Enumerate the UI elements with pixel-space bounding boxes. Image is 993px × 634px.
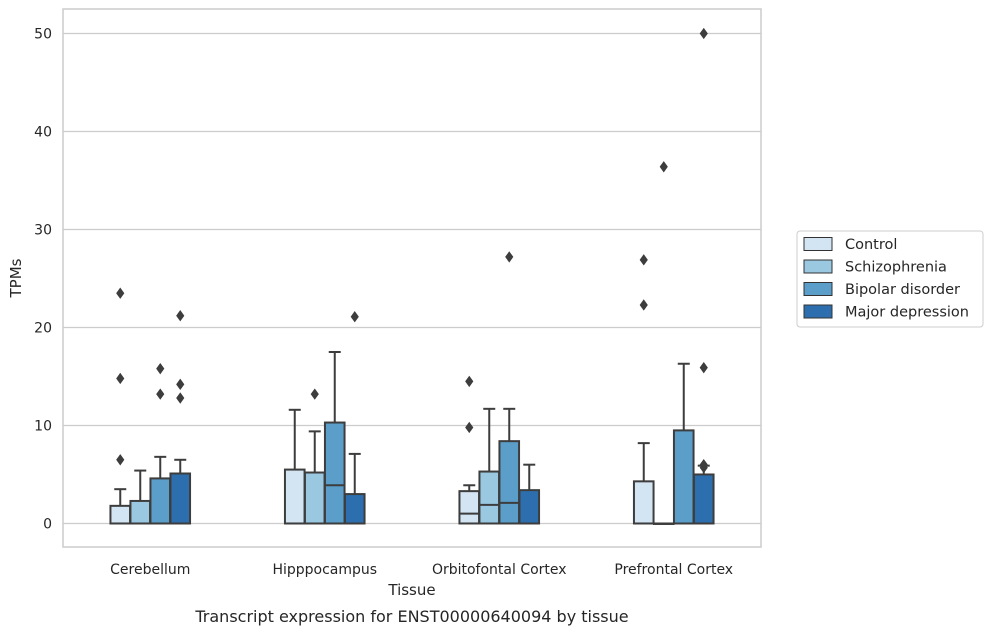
grid-lines <box>63 32 761 525</box>
legend-label-1: Schizophrenia <box>845 260 947 276</box>
outlier-point-0 <box>639 299 648 311</box>
outlier-point-0 <box>310 388 319 400</box>
box <box>129 499 152 525</box>
outlier-point-0 <box>505 251 514 263</box>
box <box>672 429 695 525</box>
y-axis-title: TPMs <box>7 258 25 298</box>
outlier-point-0 <box>176 392 185 404</box>
x-axis-ticks: Cerebellum Hipppocampus Orbitofontal Corte… <box>110 562 733 578</box>
outlier-point-1 <box>465 375 474 388</box>
outlier-point-2 <box>699 361 708 374</box>
box-group-2-3 <box>672 362 695 525</box>
box-group-0-1 <box>283 408 306 525</box>
box <box>632 480 655 525</box>
box-group-3-2 <box>518 463 541 525</box>
box-group-1-1 <box>303 388 326 525</box>
x-tick-label-3: Prefrontal Cortex <box>614 562 733 578</box>
y-tick-label-50: 50 <box>34 26 52 42</box>
box <box>498 440 521 525</box>
legend-label-0: Control <box>845 237 897 253</box>
box-group-0-2 <box>458 375 481 525</box>
outlier-point-1 <box>639 254 648 266</box>
outlier-point-0 <box>156 388 165 400</box>
y-tick-label-30: 30 <box>34 222 52 238</box>
outlier-point-1 <box>699 458 708 471</box>
box-group-0-3 <box>632 254 655 525</box>
box <box>692 473 715 525</box>
y-tick-label-20: 20 <box>34 320 52 336</box>
box-group-3-3 <box>692 27 715 525</box>
chart-caption: Transcript expression for ENST0000064009… <box>194 607 628 626</box>
box <box>518 489 541 525</box>
box <box>458 490 481 525</box>
outlier-point-0 <box>350 311 359 323</box>
legend-swatch-1 <box>803 259 833 274</box>
box-plot-marks <box>109 27 715 525</box>
y-axis-ticks: 0 10 20 30 40 50 <box>34 26 52 532</box>
box-group-3-0 <box>169 310 192 525</box>
box <box>149 477 172 525</box>
x-axis-title: Tissue <box>387 581 435 599</box>
box <box>323 421 346 525</box>
outlier-point-0 <box>116 454 125 466</box>
outlier-point-1 <box>116 372 125 385</box>
legend-swatch-2 <box>803 282 833 296</box>
outlier-point-2 <box>176 310 185 322</box>
box <box>283 468 306 525</box>
legend-label-2: Bipolar disorder <box>845 282 960 298</box>
x-tick-label-0: Cerebellum <box>110 562 190 578</box>
box-group-2-2 <box>498 251 521 525</box>
y-tick-label-10: 10 <box>34 418 52 434</box>
box <box>169 472 192 525</box>
outlier-point-0 <box>465 421 474 434</box>
legend: Control Schizophrenia Bipolar disorder Majo… <box>796 230 984 328</box>
outlier-point-0 <box>659 161 668 173</box>
legend-swatch-3 <box>803 304 833 319</box>
legend-label-3: Major depression <box>845 305 969 321</box>
box-group-1-2 <box>478 407 501 525</box>
legend-swatch-0 <box>803 237 833 251</box>
outlier-point-3 <box>699 27 708 40</box>
plot-frame <box>62 8 762 548</box>
box <box>343 493 366 525</box>
x-tick-label-1: Hipppocampus <box>272 562 377 578</box>
box <box>109 504 132 525</box>
box-group-2-0 <box>149 362 172 525</box>
box-group-1-3 <box>652 161 675 525</box>
box-group-2-1 <box>323 350 346 525</box>
outlier-point-1 <box>156 362 165 375</box>
outlier-point-2 <box>116 287 125 299</box>
box-group-3-1 <box>343 311 366 525</box>
y-tick-label-40: 40 <box>34 124 52 140</box>
box <box>478 470 501 525</box>
x-tick-label-2: Orbitofontal Cortex <box>432 562 567 578</box>
legend-frame <box>796 230 984 328</box>
box-group-1-0 <box>129 469 152 525</box>
box-group-0-0 <box>109 287 132 525</box>
box <box>303 471 326 525</box>
outlier-point-1 <box>176 378 185 391</box>
y-tick-label-0: 0 <box>43 516 52 532</box>
